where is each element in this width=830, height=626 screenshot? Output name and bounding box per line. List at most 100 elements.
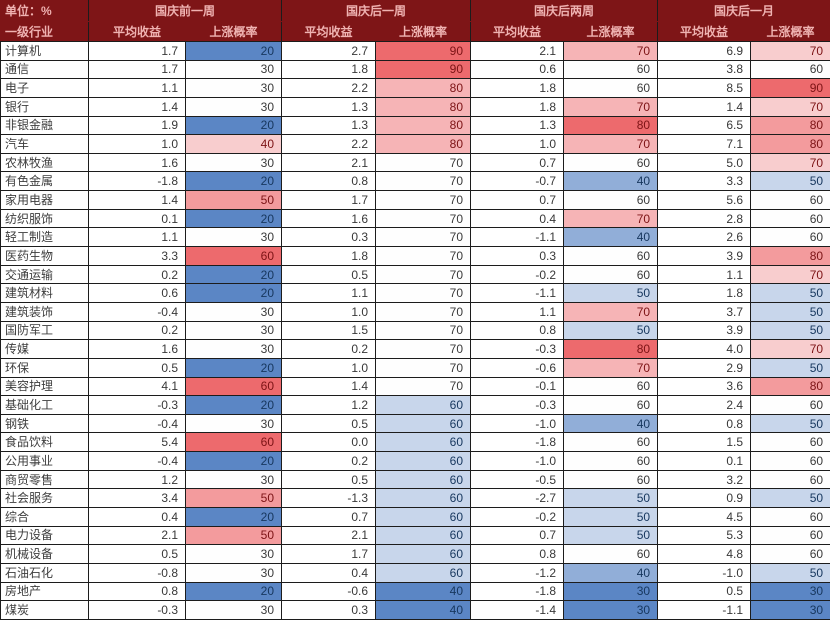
- avg-return-cell: 0.1: [88, 208, 186, 229]
- avg-return-cell: 5.0: [657, 152, 752, 173]
- table-row: 传媒 1.6 30 0.2 70 -0.3 80 4.0 70: [0, 339, 830, 359]
- win-rate-cell: 50: [184, 525, 283, 546]
- avg-return-cell: 0.5: [281, 264, 377, 285]
- win-rate-cell: 50: [750, 283, 830, 303]
- avg-return-cell: 1.1: [88, 78, 186, 98]
- industry-cell: 钢铁: [0, 413, 89, 434]
- win-rate-cell: 60: [375, 562, 472, 583]
- avg-return-cell: 0.6: [470, 59, 565, 80]
- avg-return-cell: 0.7: [470, 190, 565, 210]
- avg-return-cell: 0.6: [88, 283, 186, 303]
- avg-return-cell: 1.4: [657, 96, 752, 117]
- win-rate-cell: 30: [184, 469, 283, 490]
- avg-return-cell: 1.3: [281, 96, 377, 117]
- avg-return-cell: 0.8: [281, 171, 377, 192]
- win-rate-header: 上涨概率: [375, 21, 472, 42]
- avg-return-cell: 6.9: [657, 41, 752, 61]
- avg-return-cell: 2.2: [281, 78, 377, 98]
- avg-return-cell: -0.6: [281, 581, 377, 602]
- avg-return-cell: -1.8: [470, 432, 565, 453]
- industry-cell: 轻工制造: [0, 227, 89, 248]
- avg-return-cell: 1.1: [281, 283, 377, 303]
- avg-return-cell: 1.1: [657, 264, 752, 285]
- avg-return-header: 平均收益: [657, 21, 752, 42]
- win-rate-cell: 70: [750, 264, 830, 285]
- table-row: 电子 1.1 30 2.2 80 1.8 60 8.5 90: [0, 78, 830, 98]
- table-row: 石油石化 -0.8 30 0.4 60 -1.2 40 -1.0 50: [0, 562, 830, 583]
- win-rate-cell: 60: [750, 544, 830, 564]
- win-rate-cell: 70: [375, 208, 472, 229]
- table-row: 建筑材料 0.6 20 1.1 70 -1.1 50 1.8 50: [0, 283, 830, 303]
- avg-return-cell: -1.8: [470, 581, 565, 602]
- avg-return-cell: 1.0: [281, 301, 377, 322]
- avg-return-cell: 3.3: [88, 246, 186, 266]
- avg-return-cell: 0.3: [470, 246, 565, 266]
- industry-cell: 银行: [0, 96, 89, 117]
- avg-return-cell: -0.5: [470, 469, 565, 490]
- avg-return-cell: 7.1: [657, 134, 752, 154]
- industry-cell: 综合: [0, 507, 89, 527]
- win-rate-cell: 60: [375, 544, 472, 564]
- avg-return-cell: 0.2: [88, 320, 186, 341]
- win-rate-cell: 60: [563, 469, 659, 490]
- win-rate-cell: 60: [375, 395, 472, 415]
- avg-return-cell: 0.0: [281, 432, 377, 453]
- avg-return-cell: 0.8: [470, 320, 565, 341]
- win-rate-cell: 70: [750, 339, 830, 359]
- win-rate-cell: 90: [375, 41, 472, 61]
- avg-return-cell: 3.2: [657, 469, 752, 490]
- table-row: 房地产 0.8 20 -0.6 40 -1.8 30 0.5 30: [0, 581, 830, 602]
- avg-return-cell: 1.3: [281, 115, 377, 136]
- win-rate-cell: 60: [375, 413, 472, 434]
- win-rate-cell: 60: [375, 488, 472, 509]
- avg-return-cell: -1.3: [281, 488, 377, 509]
- avg-return-cell: 3.4: [88, 488, 186, 509]
- avg-return-cell: -0.3: [470, 395, 565, 415]
- win-rate-header: 上涨概率: [184, 21, 283, 42]
- table-row: 食品饮料 5.4 60 0.0 60 -1.8 60 1.5 60: [0, 432, 830, 453]
- table-row: 轻工制造 1.1 30 0.3 70 -1.1 40 2.6 60: [0, 227, 830, 248]
- win-rate-cell: 40: [563, 562, 659, 583]
- industry-cell: 社会服务: [0, 488, 89, 509]
- win-rate-cell: 60: [375, 507, 472, 527]
- table-row: 非银金融 1.9 20 1.3 80 1.3 80 6.5 80: [0, 115, 830, 136]
- avg-return-cell: -1.1: [470, 283, 565, 303]
- win-rate-cell: 80: [375, 78, 472, 98]
- industry-cell: 电力设备: [0, 525, 89, 546]
- win-rate-cell: 40: [563, 413, 659, 434]
- win-rate-header: 上涨概率: [750, 21, 830, 42]
- win-rate-cell: 20: [184, 581, 283, 602]
- avg-return-cell: -1.1: [470, 227, 565, 248]
- avg-return-cell: -0.3: [88, 395, 186, 415]
- win-rate-cell: 50: [184, 488, 283, 509]
- win-rate-cell: 70: [750, 96, 830, 117]
- industry-cell: 房地产: [0, 581, 89, 602]
- win-rate-cell: 80: [750, 115, 830, 136]
- industry-cell: 基础化工: [0, 395, 89, 415]
- win-rate-cell: 20: [184, 357, 283, 378]
- win-rate-cell: 70: [375, 376, 472, 397]
- avg-return-cell: 1.8: [657, 283, 752, 303]
- win-rate-cell: 70: [750, 152, 830, 173]
- win-rate-cell: 40: [563, 227, 659, 248]
- avg-return-cell: 1.8: [470, 78, 565, 98]
- win-rate-cell: 70: [375, 171, 472, 192]
- win-rate-cell: 30: [184, 78, 283, 98]
- win-rate-cell: 60: [184, 246, 283, 266]
- win-rate-cell: 80: [750, 376, 830, 397]
- avg-return-cell: 0.5: [88, 357, 186, 378]
- industry-cell: 家用电器: [0, 190, 89, 210]
- win-rate-cell: 50: [750, 413, 830, 434]
- win-rate-cell: 50: [750, 171, 830, 192]
- avg-return-cell: 5.4: [88, 432, 186, 453]
- win-rate-cell: 30: [184, 339, 283, 359]
- avg-return-cell: 4.1: [88, 376, 186, 397]
- win-rate-cell: 50: [750, 488, 830, 509]
- win-rate-cell: 90: [750, 78, 830, 98]
- avg-return-cell: -1.0: [657, 562, 752, 583]
- avg-return-cell: 0.7: [470, 525, 565, 546]
- avg-return-cell: -1.2: [470, 562, 565, 583]
- industry-cell: 国防军工: [0, 320, 89, 341]
- win-rate-cell: 60: [563, 264, 659, 285]
- avg-return-header: 平均收益: [281, 21, 377, 42]
